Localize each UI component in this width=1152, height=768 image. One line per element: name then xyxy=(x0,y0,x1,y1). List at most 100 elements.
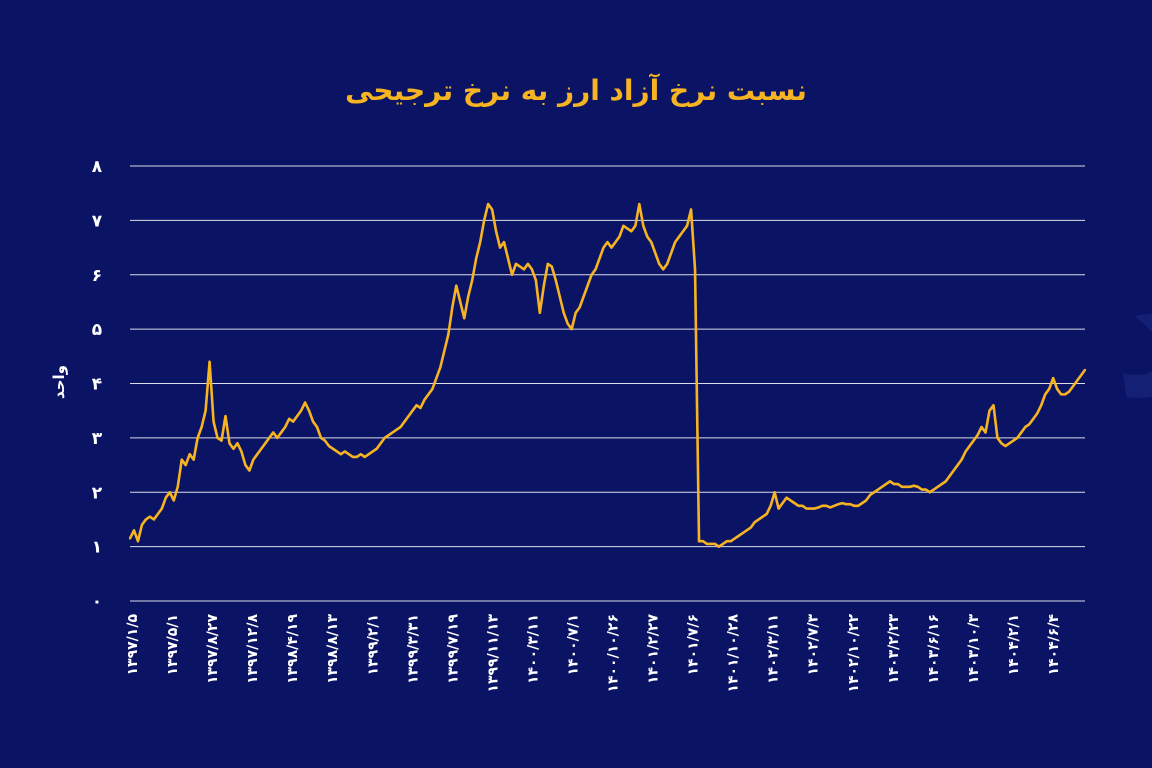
data-point xyxy=(849,503,852,506)
data-point xyxy=(916,485,919,488)
data-point xyxy=(1067,390,1071,393)
data-point xyxy=(284,425,287,429)
data-point xyxy=(1000,442,1003,445)
data-point xyxy=(399,425,402,429)
data-point xyxy=(674,241,677,244)
data-point xyxy=(936,485,939,488)
data-point xyxy=(335,450,339,453)
data-point xyxy=(463,317,466,320)
data-point xyxy=(944,480,947,483)
data-point xyxy=(459,300,462,304)
data-point xyxy=(721,542,725,546)
data-point xyxy=(518,265,522,268)
data-point xyxy=(896,482,900,486)
x-tick-label: ۱۴۰۳/۶/۱۶ xyxy=(926,614,942,684)
data-point xyxy=(932,488,935,491)
data-point xyxy=(534,279,537,282)
data-point xyxy=(351,455,354,459)
data-point xyxy=(646,235,649,238)
data-point xyxy=(144,518,148,521)
data-point xyxy=(614,241,617,244)
data-point xyxy=(1004,444,1007,448)
data-point xyxy=(268,436,271,439)
data-point xyxy=(439,366,442,369)
data-point xyxy=(900,485,904,488)
data-point xyxy=(729,540,732,543)
data-point xyxy=(248,469,251,472)
data-point xyxy=(244,463,247,467)
data-point xyxy=(817,506,820,509)
data-point xyxy=(411,409,414,412)
data-point xyxy=(1032,417,1035,420)
data-point xyxy=(375,447,378,450)
data-point xyxy=(1083,368,1087,372)
data-point xyxy=(132,529,136,532)
data-point xyxy=(829,506,832,509)
y-tick-label: ۳ xyxy=(92,429,103,449)
data-point xyxy=(709,542,713,546)
watermark: دنیای اقتصاد xyxy=(1090,60,1152,443)
data-point xyxy=(331,447,335,450)
data-point xyxy=(602,246,605,249)
data-point xyxy=(471,279,474,282)
data-point xyxy=(419,406,422,410)
data-point xyxy=(757,518,760,521)
data-point xyxy=(427,393,430,396)
data-point xyxy=(793,502,796,505)
data-point xyxy=(200,425,203,429)
data-point xyxy=(371,450,374,453)
data-point xyxy=(156,512,159,516)
y-tick-label: ۶ xyxy=(92,266,102,286)
data-point xyxy=(685,224,689,227)
data-point xyxy=(940,482,943,486)
data-point xyxy=(821,504,824,507)
data-point xyxy=(359,453,362,456)
data-point xyxy=(554,279,557,282)
data-point xyxy=(502,241,506,244)
data-point xyxy=(666,262,669,265)
data-point xyxy=(642,224,645,227)
x-tick-label: ۱۴۰۰/۳/۱۱ xyxy=(525,614,541,684)
data-point xyxy=(379,442,382,445)
data-point xyxy=(176,485,179,488)
x-tick-label: ۱۳۹۸/۴/۱۹ xyxy=(285,614,301,684)
data-point xyxy=(606,241,609,244)
data-point xyxy=(363,455,366,459)
data-point xyxy=(216,436,219,439)
x-tick-label: ۱۳۹۷/۱۲/۸ xyxy=(245,614,261,684)
x-tick-label: ۱۴۰۱/۲/۲۷ xyxy=(646,614,662,684)
data-point xyxy=(212,420,215,423)
data-point xyxy=(1056,387,1059,391)
data-point xyxy=(713,542,717,546)
data-point xyxy=(443,349,446,352)
x-tick-label: ۱۳۹۷/۵/۱ xyxy=(165,614,181,676)
data-point xyxy=(530,268,534,271)
data-point xyxy=(996,436,999,439)
data-point xyxy=(745,529,748,532)
data-point xyxy=(904,485,908,488)
data-point xyxy=(570,328,573,331)
data-point xyxy=(272,431,275,434)
data-point xyxy=(837,503,840,506)
data-point xyxy=(339,453,342,456)
data-point xyxy=(451,306,454,309)
data-point xyxy=(797,504,800,507)
data-point xyxy=(594,268,597,271)
x-tick-label: ۱۴۰۴/۶/۴ xyxy=(1046,614,1062,676)
data-point xyxy=(387,434,390,437)
x-axis-ticks: ۱۳۹۷/۱/۵ ۱۳۹۷/۵/۱ ۱۳۹۷/۸/۲۷ ۱۳۹۷/۱۲/۸ ۱۳۹۸/۴… xyxy=(125,614,1062,693)
data-point xyxy=(781,502,784,505)
data-point xyxy=(618,235,621,238)
data-point xyxy=(315,425,319,429)
data-point xyxy=(260,447,263,450)
data-point xyxy=(590,273,593,276)
data-point xyxy=(407,415,410,418)
x-tick-label: ۱۴۰۰/۱۰/۲۶ xyxy=(606,614,622,693)
data-point xyxy=(296,415,299,418)
data-point xyxy=(853,504,856,507)
data-point xyxy=(236,442,239,445)
data-point xyxy=(697,540,701,543)
x-tick-label: ۱۴۰۴/۲/۱ xyxy=(1006,614,1022,676)
data-point xyxy=(658,262,661,265)
data-point xyxy=(638,202,641,206)
